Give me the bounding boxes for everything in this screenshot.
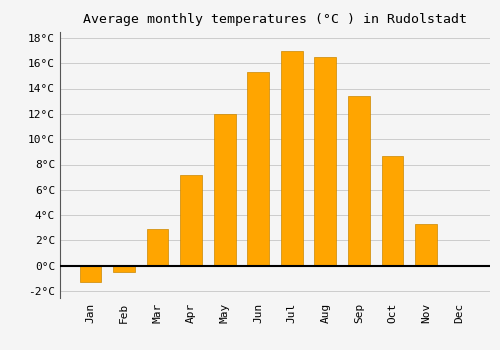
Bar xyxy=(214,114,236,266)
Bar xyxy=(146,229,169,266)
Bar xyxy=(248,72,269,266)
Bar xyxy=(281,50,302,266)
Bar xyxy=(382,156,404,266)
Bar xyxy=(415,224,437,266)
Bar xyxy=(180,175,202,266)
Bar xyxy=(348,96,370,266)
Bar xyxy=(314,57,336,266)
Bar xyxy=(80,266,102,282)
Bar xyxy=(113,266,135,272)
Title: Average monthly temperatures (°C ) in Rudolstadt: Average monthly temperatures (°C ) in Ru… xyxy=(83,13,467,26)
